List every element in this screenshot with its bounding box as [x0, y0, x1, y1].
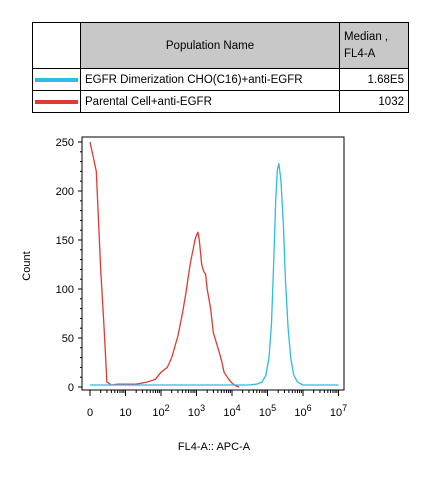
y-axis: 0 50 100 150 200 250 — [56, 137, 82, 394]
series-line-egfr-dimerization — [90, 162, 339, 386]
legend-swatch-cell — [32, 90, 81, 113]
legend-table: Population Name Median , FL4-A EGFR Dimer… — [32, 22, 409, 113]
x-tick-exponent: 7 — [342, 403, 347, 413]
x-tick-label: 0 — [87, 407, 93, 419]
y-tick-label: 100 — [56, 284, 74, 296]
y-tick-label: 150 — [56, 235, 74, 247]
median-header-line: Median , — [344, 30, 389, 43]
legend-population-name: EGFR Dimerization CHO(C16)+anti-EGFR — [80, 68, 340, 91]
y-tick-label: 0 — [68, 382, 74, 394]
legend-blank-cell — [32, 22, 81, 69]
legend-row: Parental Cell+anti-EGFR 1032 — [32, 90, 409, 113]
x-tick-label: 10 — [119, 407, 131, 419]
x-tick-base: 10 — [188, 407, 200, 419]
x-tick-label: 105 — [259, 403, 276, 419]
x-tick-exponent: 2 — [165, 403, 170, 413]
x-axis-label: FL4-A:: APC-A — [178, 441, 251, 453]
median-header-line: FL4-A — [344, 47, 376, 60]
plot-frame — [81, 136, 345, 391]
x-tick-exponent: 5 — [271, 403, 276, 413]
column-header-population: Population Name — [80, 22, 340, 69]
x-tick-label: 103 — [188, 403, 205, 419]
x-tick-exponent: 6 — [307, 403, 312, 413]
x-tick-label: 106 — [294, 403, 311, 419]
x-tick-base: 10 — [259, 407, 271, 419]
x-axis: 0 10 102 103 104 105 106 107 — [87, 390, 347, 419]
y-tick-label: 200 — [56, 186, 74, 198]
x-tick-label: 102 — [152, 403, 169, 419]
y-axis-label: Count — [21, 251, 33, 280]
legend-swatch-blue — [35, 77, 78, 82]
legend-swatch-red — [35, 99, 78, 104]
column-header-median: Median , FL4-A — [339, 22, 409, 69]
x-tick-exponent: 4 — [236, 403, 241, 413]
y-tick-label: 50 — [62, 333, 74, 345]
x-tick-base: 10 — [330, 407, 342, 419]
legend-population-name: Parental Cell+anti-EGFR — [80, 90, 340, 113]
series-line-parental — [89, 141, 240, 388]
x-tick-base: 10 — [152, 407, 164, 419]
x-tick-base: 10 — [223, 407, 235, 419]
x-tick-base: 10 — [294, 407, 306, 419]
x-tick-label: 104 — [223, 403, 240, 419]
legend-median-value: 1032 — [339, 90, 409, 113]
x-tick-label: 107 — [330, 403, 347, 419]
plot-area — [89, 141, 339, 388]
legend-row: EGFR Dimerization CHO(C16)+anti-EGFR 1.6… — [32, 68, 409, 91]
y-tick-label: 250 — [56, 137, 74, 149]
x-tick-exponent: 3 — [200, 403, 205, 413]
